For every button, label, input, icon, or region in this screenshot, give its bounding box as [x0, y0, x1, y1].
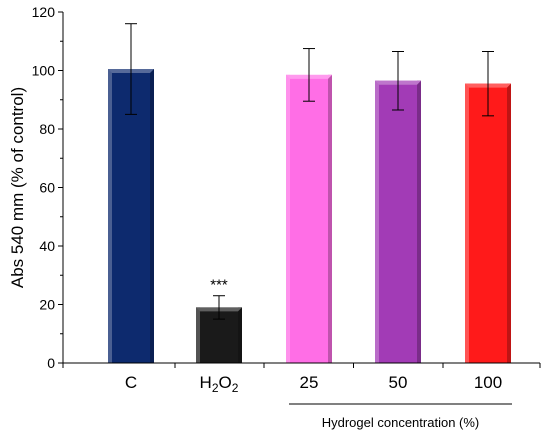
error-bar-c — [125, 23, 137, 115]
bar-c — [108, 69, 154, 363]
error-bars-layer — [125, 23, 494, 320]
error-bar-h2o2 — [213, 295, 225, 320]
x-tick-label: 50 — [389, 373, 408, 392]
bar-right-shadow — [507, 83, 511, 363]
bars-layer — [108, 69, 511, 364]
significance-label: *** — [210, 277, 228, 294]
bar-left-highlight — [465, 83, 469, 363]
bar-right-shadow — [328, 74, 332, 363]
bar-body — [375, 80, 421, 364]
bar-left-highlight — [108, 69, 112, 363]
bar-25 — [286, 74, 332, 363]
y-axis-title: Abs 540 mm (% of control) — [8, 87, 27, 288]
x-tick-label: 100 — [474, 373, 502, 392]
y-tick-label: 120 — [32, 4, 56, 20]
error-bar-25 — [303, 48, 315, 102]
bar-left-highlight — [375, 80, 379, 364]
bar-left-highlight — [196, 307, 200, 363]
x-tick-label: H2O2 — [200, 373, 239, 395]
bar-right-shadow — [238, 307, 242, 363]
bar-body — [286, 74, 332, 363]
bar-left-highlight — [286, 74, 290, 363]
axes-layer — [58, 11, 541, 405]
x-tick-label: 25 — [300, 373, 319, 392]
bar-right-shadow — [417, 80, 421, 364]
y-tick-label: 40 — [39, 238, 55, 254]
y-tick-label: 100 — [32, 63, 56, 79]
group-label: Hydrogel concentration (%) — [322, 415, 480, 430]
bar-100 — [465, 83, 511, 363]
bar-right-shadow — [150, 69, 154, 363]
bar-body — [108, 69, 154, 363]
y-tick-label: 20 — [39, 297, 55, 313]
error-bar-100 — [482, 50, 494, 117]
error-bar-50 — [392, 50, 404, 111]
x-tick-label: C — [125, 373, 137, 392]
labels-layer: 0 20 40 60 80 100 120 C H2O2 25 50 100 *** Hydrogel c… — [8, 4, 502, 430]
y-tick-label: 60 — [39, 180, 55, 196]
y-tick-label: 80 — [39, 121, 55, 137]
y-tick-label: 0 — [47, 355, 55, 371]
bar-body — [465, 83, 511, 363]
bar-50 — [375, 80, 421, 364]
